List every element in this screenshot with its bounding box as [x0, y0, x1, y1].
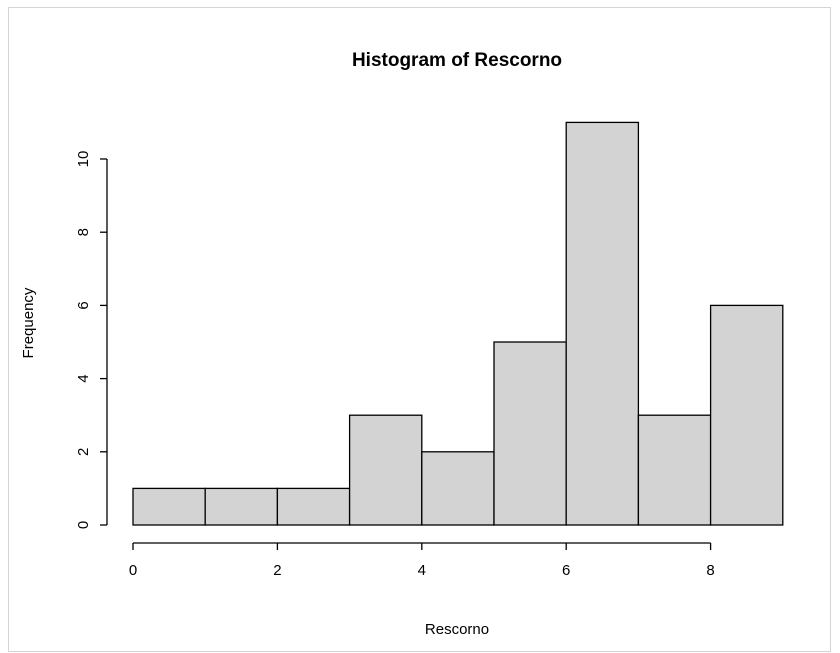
histogram-bar	[565, 121, 640, 526]
x-tick-label: 4	[418, 562, 426, 579]
histogram-bar	[709, 304, 784, 526]
histogram-bar	[493, 341, 567, 526]
bars-group	[132, 121, 784, 526]
y-tick-label: 4	[75, 374, 92, 382]
y-tick-label: 6	[75, 301, 92, 309]
histogram-bar	[204, 487, 279, 526]
x-tick-label: 6	[562, 562, 570, 579]
y-tick-label: 8	[75, 228, 92, 236]
histogram-bar	[348, 414, 423, 526]
histogram-bar	[276, 487, 351, 526]
x-tick-label: 0	[129, 562, 137, 579]
plot-frame	[8, 7, 831, 652]
y-tick-label: 0	[75, 521, 92, 529]
histogram-bar	[421, 451, 495, 526]
y-axis-label: Frequency	[20, 287, 37, 358]
y-axis: 0 2 4 6 8 10	[75, 151, 108, 529]
x-axis-label: Rescorno	[425, 621, 489, 638]
x-tick-label: 8	[706, 562, 714, 579]
x-axis: 0 2 4 6 8	[129, 542, 715, 579]
x-tick-label: 2	[273, 562, 281, 579]
histogram-bar	[132, 487, 206, 526]
y-tick-label: 2	[75, 448, 92, 456]
y-tick-label: 10	[75, 151, 92, 168]
histogram-bar	[637, 414, 712, 526]
chart-title: Histogram of Rescorno	[352, 50, 562, 71]
